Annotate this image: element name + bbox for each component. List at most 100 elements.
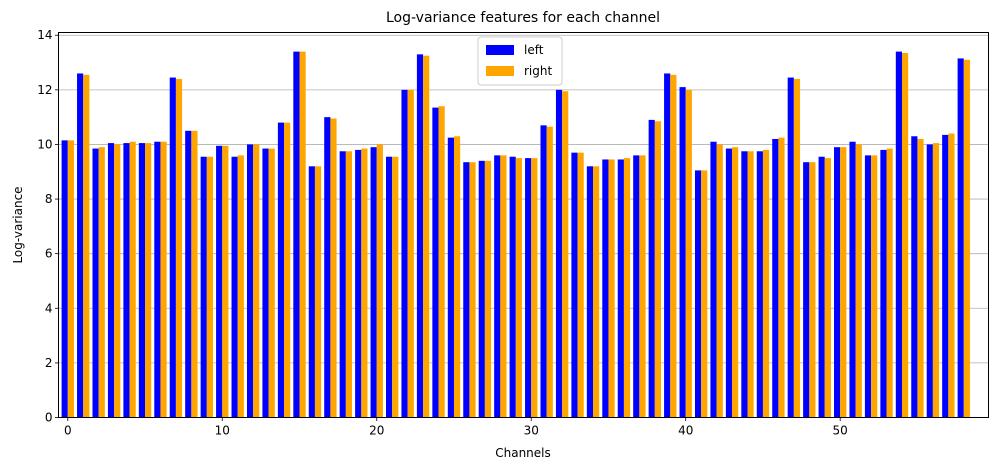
y-tick-label: 8 (45, 192, 53, 206)
x-axis-label: Channels (495, 446, 551, 460)
bar-left (494, 155, 501, 418)
bar-right (453, 136, 461, 418)
bar-right (98, 147, 105, 418)
bar-left (864, 155, 872, 418)
y-tick-label: 10 (37, 137, 52, 151)
bar-right (824, 158, 831, 418)
bar-right (546, 126, 553, 418)
bar-left (200, 156, 207, 418)
bar-right (562, 91, 569, 418)
y-axis-label: Log-variance (11, 186, 25, 263)
bar-left (509, 156, 516, 418)
bar-right (531, 158, 538, 418)
bar-left (324, 117, 331, 418)
bar-right (886, 148, 893, 418)
x-tick-label: 10 (215, 424, 230, 438)
bar-right (299, 51, 306, 418)
x-tick-label: 30 (524, 424, 539, 438)
bar-left (77, 73, 84, 418)
bar-right (701, 170, 708, 418)
y-tick-label: 6 (45, 247, 53, 261)
bar-right (67, 140, 74, 418)
bar-right (515, 158, 522, 418)
legend-swatch-right (486, 66, 514, 76)
bar-left (880, 149, 887, 418)
bar-left (478, 160, 485, 418)
bar-left (942, 134, 949, 418)
bar-right (222, 145, 229, 418)
bar-left (633, 155, 640, 418)
bar-left (772, 138, 779, 418)
bar-left (277, 122, 285, 418)
bar-left (246, 144, 254, 418)
bar-left (710, 141, 717, 418)
legend-label-left: left (524, 43, 544, 57)
bar-left (694, 170, 702, 418)
bar-right (145, 143, 152, 418)
bar-left (648, 119, 655, 418)
bar-right (840, 147, 847, 418)
bar-right (129, 141, 136, 418)
bar-left (370, 147, 377, 418)
bar-left (123, 143, 130, 418)
bar-right (407, 89, 414, 418)
bar-left (216, 145, 223, 418)
bar-right (237, 155, 244, 418)
bar-right (577, 152, 584, 418)
bar-right (917, 138, 924, 418)
bar-right (330, 118, 337, 418)
bar-right (778, 137, 785, 418)
bar-right (83, 74, 90, 418)
bar-left (169, 77, 176, 418)
bar-right (268, 148, 275, 418)
bar-left (602, 159, 609, 418)
bar-left (586, 166, 594, 418)
bar-left (447, 137, 454, 418)
bar-left (355, 149, 362, 418)
bar-right (623, 158, 631, 418)
bar-left (293, 51, 300, 418)
bar-right (901, 52, 909, 418)
bar-right (855, 144, 862, 418)
bar-left (895, 51, 902, 418)
x-tick-label: 20 (369, 424, 384, 438)
bar-left (185, 130, 192, 418)
bar-left (571, 152, 578, 418)
bar-right (392, 156, 399, 418)
bar-left (787, 77, 794, 418)
bar-right (114, 144, 121, 418)
y-tick-label: 0 (45, 411, 53, 425)
y-grid (58, 34, 989, 418)
bar-right (361, 148, 368, 418)
bar-right (639, 155, 646, 418)
bar-left (741, 151, 748, 418)
bar-left (107, 143, 115, 418)
bar-right (593, 166, 600, 418)
legend-swatch-left (486, 45, 514, 55)
bar-right (484, 160, 492, 418)
bar-right (963, 59, 970, 418)
x-tick-label: 0 (64, 424, 72, 438)
bar-right (175, 78, 183, 418)
bar-right (206, 156, 213, 418)
bar-left (725, 148, 733, 418)
bar-left (463, 162, 470, 418)
bar-left (386, 156, 393, 418)
bar-left (834, 147, 841, 418)
y-tick-label: 4 (45, 301, 53, 315)
bar-left (926, 144, 933, 418)
bar-left (92, 148, 99, 418)
bar-left (401, 89, 408, 418)
bar-left (154, 141, 161, 418)
bar-left (525, 158, 532, 418)
bar-right (716, 144, 723, 418)
bar-left (555, 89, 563, 418)
bar-left (617, 159, 624, 418)
legend: left right (477, 36, 563, 86)
bar-right (871, 155, 878, 418)
bar-left (679, 87, 686, 418)
bar-left (540, 125, 547, 418)
bar-right (793, 78, 801, 418)
bar-left (756, 151, 763, 418)
